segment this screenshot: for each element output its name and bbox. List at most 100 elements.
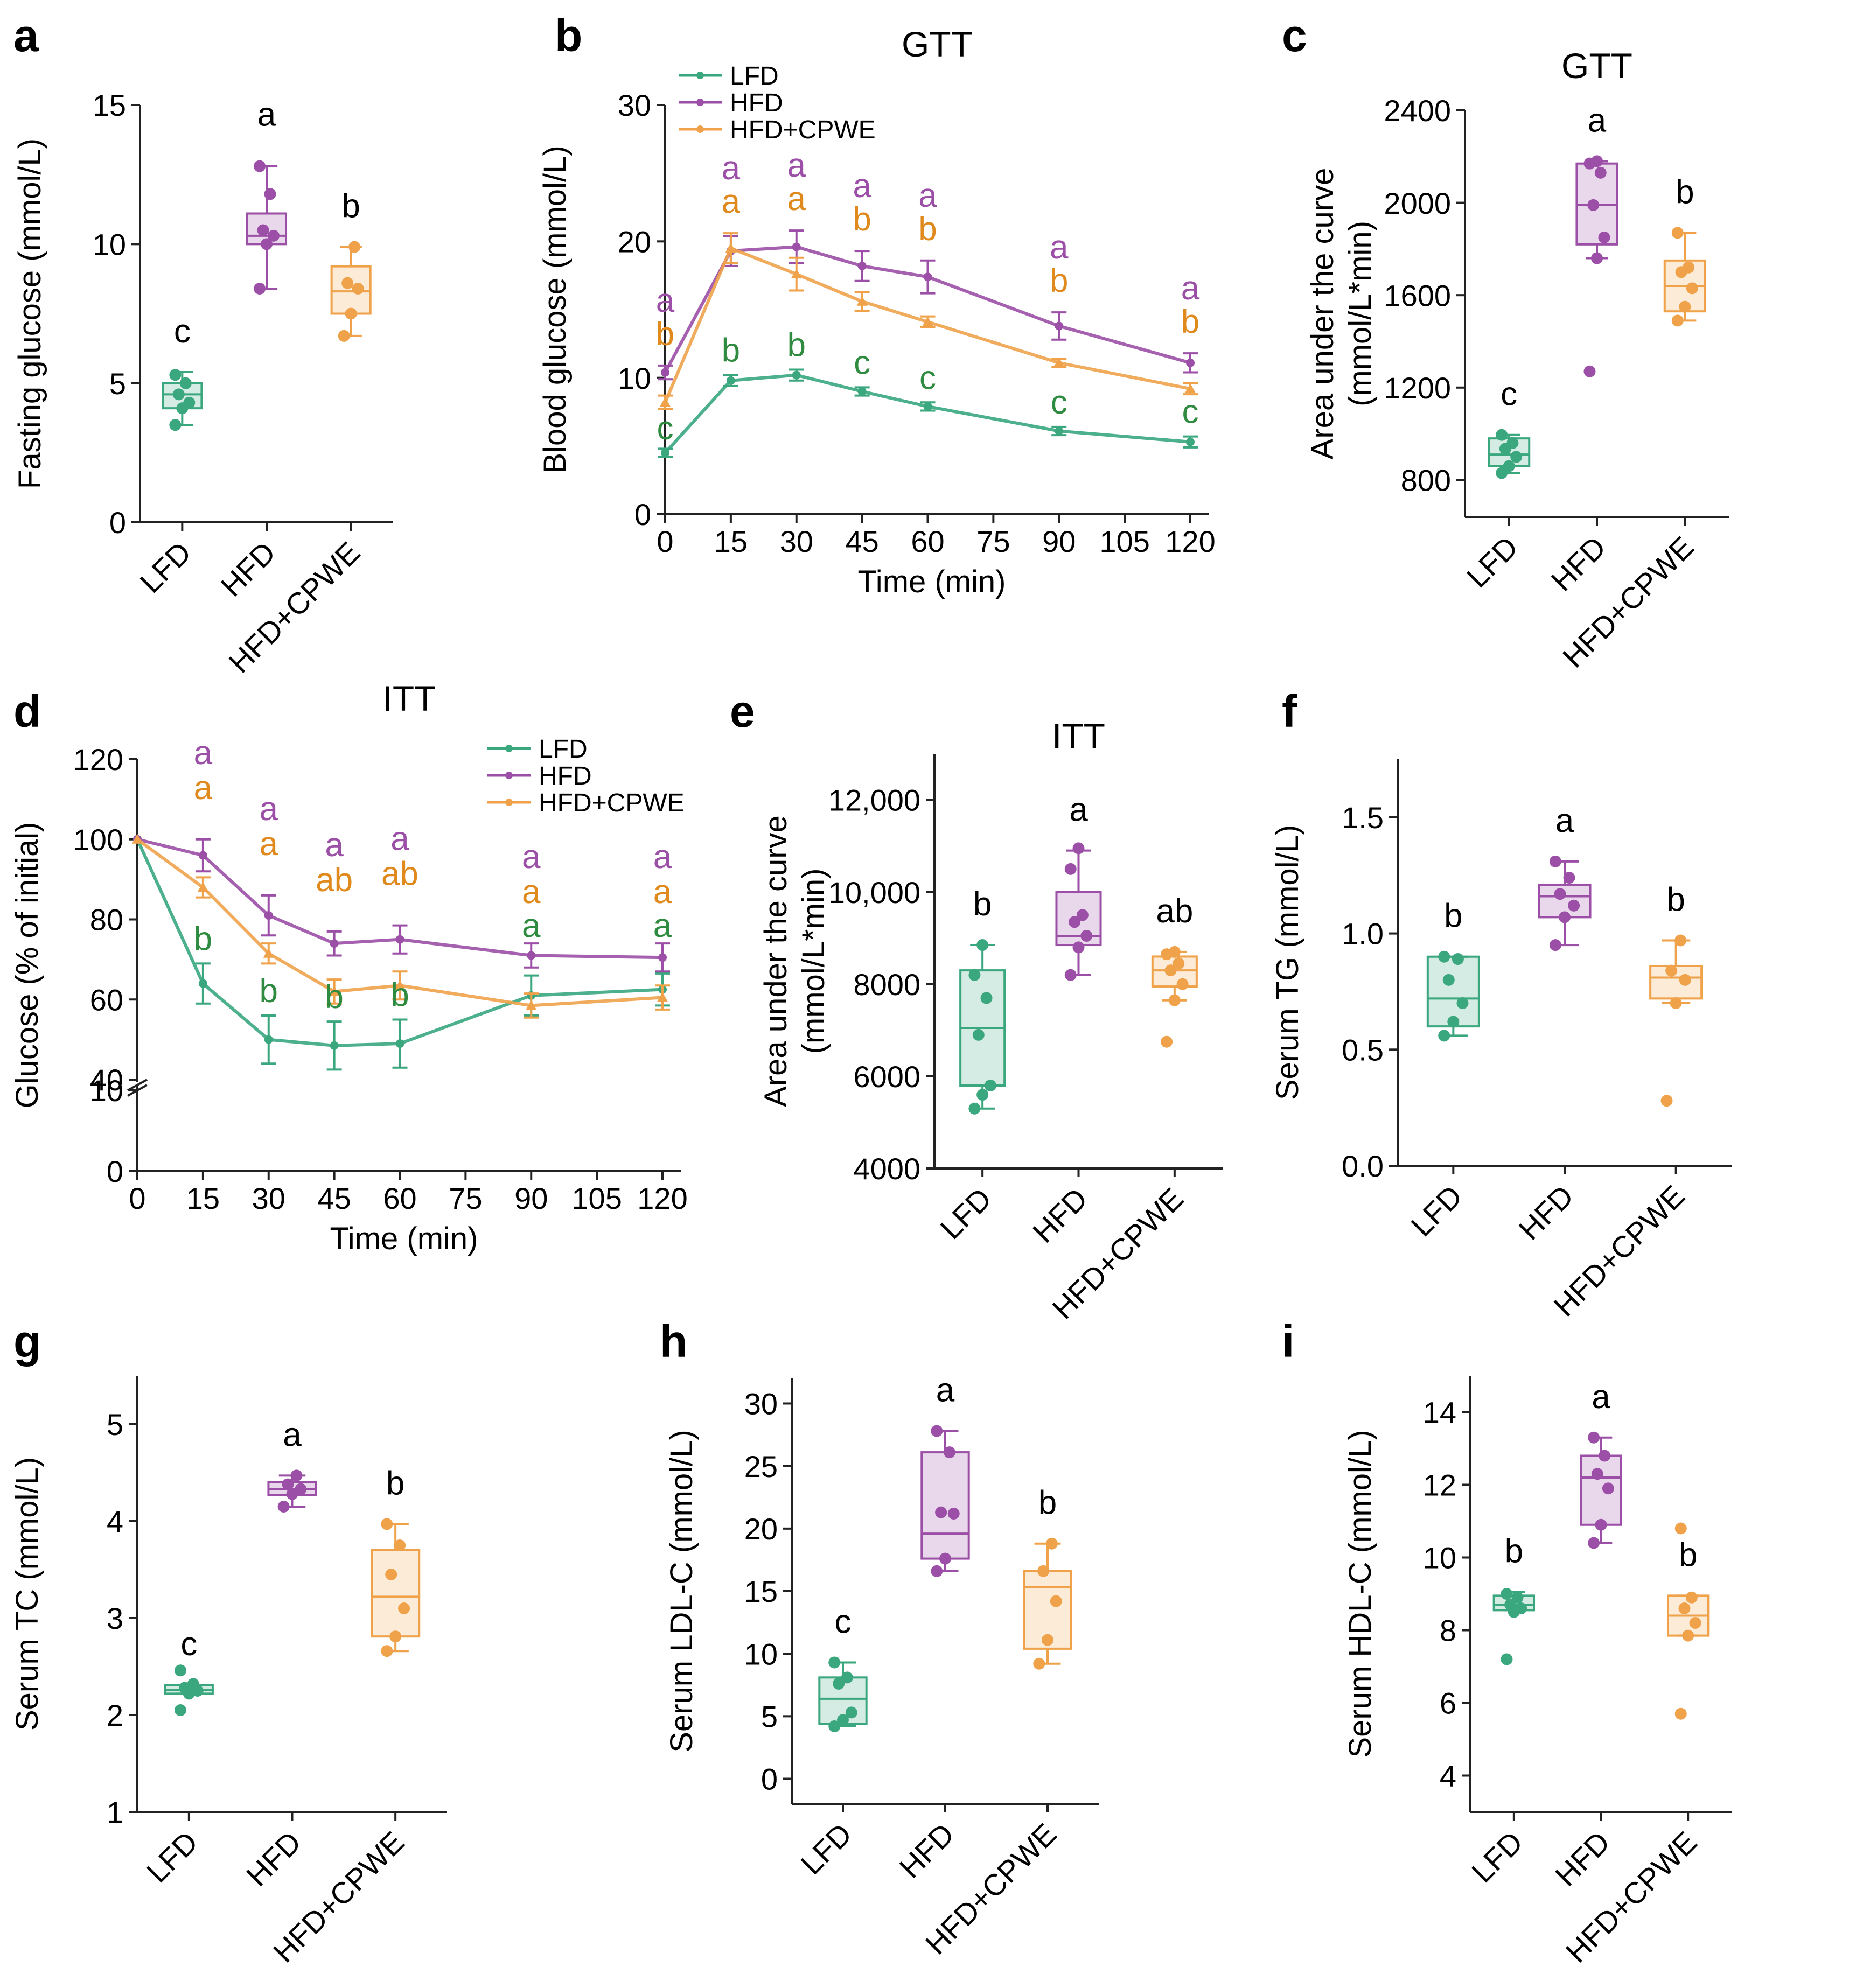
panel-label: a <box>13 10 39 61</box>
significance-letter: a <box>522 907 541 944</box>
y-tick-label: 100 <box>73 823 123 857</box>
data-point <box>295 1483 307 1495</box>
data-point <box>1076 909 1089 921</box>
data-point <box>398 1602 410 1614</box>
y-axis-label: Blood glucose (mmol/L) <box>538 145 573 473</box>
data-marker <box>661 368 669 377</box>
significance-letter: c <box>854 344 870 381</box>
data-marker <box>264 911 273 920</box>
chart-title: GTT <box>902 24 973 64</box>
data-point <box>267 229 280 242</box>
data-point <box>174 1704 186 1716</box>
significance-letter: b <box>1444 898 1462 935</box>
data-marker <box>1055 426 1064 436</box>
y-tick-label: 4 <box>1440 1759 1456 1793</box>
chart-title: ITT <box>383 678 436 718</box>
x-tick-label: 90 <box>1042 524 1076 558</box>
data-point <box>352 283 364 295</box>
significance-letter: b <box>918 211 937 248</box>
significance-letter: b <box>787 326 806 363</box>
x-tick-label: HFD <box>1512 1179 1580 1247</box>
y-axis-label-line: Area under the curve <box>758 815 793 1107</box>
significance-letter: b <box>1181 303 1199 340</box>
panel-h: h 0 5 10 15 20 25 30 Serum LDL-C (mmol/L) LFD c HFD… <box>660 1316 1099 1961</box>
significance-letter: a <box>522 838 541 876</box>
y-tick-label: 4 <box>107 1504 123 1538</box>
data-point <box>1064 863 1077 875</box>
panel-label: h <box>660 1316 687 1367</box>
data-marker <box>658 953 667 962</box>
significance-letter: a <box>1069 792 1088 829</box>
data-marker <box>657 992 668 1002</box>
x-tick-label: 75 <box>976 524 1010 558</box>
y-tick-label: 60 <box>90 983 123 1017</box>
data-point <box>282 1478 294 1490</box>
data-point <box>1587 199 1600 211</box>
y-tick-label: 5 <box>107 1408 123 1441</box>
significance-letter: b <box>722 332 740 369</box>
data-point <box>1438 950 1450 963</box>
y-tick-label: 2400 <box>1384 94 1451 128</box>
y-axis-label: Glucose (% of initial) <box>10 822 45 1109</box>
y-tick-label: 20 <box>744 1512 778 1546</box>
y-tick-label: 1.5 <box>1342 801 1384 835</box>
data-marker <box>1055 321 1064 331</box>
data-point <box>1591 252 1603 264</box>
y-tick-label: 800 <box>1401 464 1451 498</box>
y-tick-label: 6000 <box>853 1060 920 1094</box>
significance-letter: a <box>257 96 276 134</box>
significance-letter: c <box>919 359 936 396</box>
data-marker <box>264 1035 273 1044</box>
data-point <box>179 377 192 389</box>
y-axis-label: Area under the curve(mmol/L*min) <box>758 815 831 1107</box>
significance-letter: ab <box>316 862 353 899</box>
data-marker <box>198 979 207 988</box>
y-axis-label: Serum LDL-C (mmol/L) <box>664 1430 699 1752</box>
data-point <box>1168 994 1181 1006</box>
significance-letter: a <box>722 150 741 187</box>
data-point <box>828 1656 841 1669</box>
box <box>371 1549 421 1638</box>
legend-marker <box>505 745 513 752</box>
data-point <box>1452 953 1464 965</box>
significance-letter: a <box>522 873 541 911</box>
legend-label: HFD+CPWE <box>730 116 876 144</box>
y-tick-label: 20 <box>618 225 651 258</box>
box <box>330 265 372 315</box>
x-tick-label: 75 <box>449 1181 482 1215</box>
y-tick-label: 0 <box>107 1154 123 1188</box>
x-tick-label: HFD <box>240 1825 308 1893</box>
significance-letter: a <box>853 167 871 205</box>
data-point <box>1685 1591 1698 1604</box>
x-tick-label: 90 <box>514 1181 548 1215</box>
y-tick-label: 12 <box>1423 1468 1456 1502</box>
data-point <box>183 396 196 409</box>
data-point <box>972 1028 985 1041</box>
data-point <box>1176 978 1189 990</box>
significance-letter: a <box>1592 1378 1610 1416</box>
data-marker <box>329 986 340 996</box>
data-marker <box>330 939 339 948</box>
legend-marker <box>505 799 513 806</box>
y-tick-label: 15 <box>744 1574 778 1608</box>
data-marker <box>792 370 801 380</box>
data-point <box>345 307 357 320</box>
panel-label: d <box>13 686 41 737</box>
significance-letter: b <box>656 316 674 353</box>
data-point <box>1510 451 1523 463</box>
y-tick-label: 25 <box>744 1450 778 1483</box>
legend-label: HFD <box>730 89 783 117</box>
x-tick-label: 30 <box>252 1181 285 1215</box>
data-point <box>947 1507 960 1520</box>
x-tick-label: 30 <box>780 524 813 558</box>
x-tick-label: LFD <box>933 1181 997 1245</box>
data-marker <box>263 948 274 958</box>
significance-letter: b <box>386 1465 404 1502</box>
significance-letter: a <box>260 790 278 828</box>
data-point <box>1506 437 1519 449</box>
chart-title: ITT <box>1052 716 1105 756</box>
data-point <box>385 1569 397 1580</box>
box <box>920 1451 970 1560</box>
significance-letter: b <box>325 978 343 1016</box>
x-tick-label: HFD <box>214 535 282 603</box>
